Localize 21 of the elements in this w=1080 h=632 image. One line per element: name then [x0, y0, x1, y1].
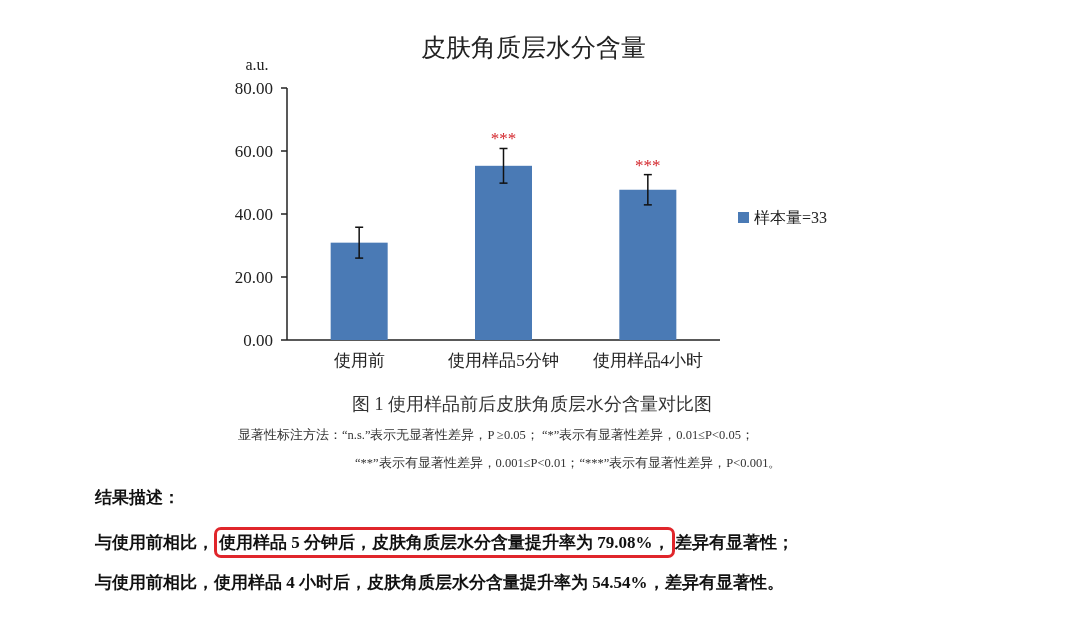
y-axis-title: a.u. [245, 56, 269, 73]
x-tick-label: 使用样品4小时 [592, 351, 704, 370]
text: “**”表示有显著性差异，0.001≤P<0.01；“***”表示有显著性差异，P<0.001。 [355, 456, 782, 470]
bar [330, 242, 388, 340]
bar [475, 165, 532, 340]
x-tick-label: 使用前 [333, 351, 385, 370]
annotation: *** [490, 128, 517, 148]
y-tick-label: 0.00 [243, 331, 273, 350]
text: 显著性标注方法：“n.s.”表示无显著性差异，P ≥0.05； “*”表示有显著性差异，0.01≤P<0.05； [238, 427, 754, 442]
text: 与使用前相比，使用样品 4 小时后，皮肤角质层水分含量提升率为 54.54%，差异有显著性。 [95, 572, 784, 594]
legend-label: 样本量=33 [754, 209, 828, 226]
y-tick-label: 60.00 [234, 142, 273, 161]
caption: 图 1 使用样品前后皮肤角质层水分含量对比图 [352, 394, 712, 414]
y-tick-label: 40.00 [234, 205, 273, 224]
chart-title: 皮肤角质层水分含量 [420, 34, 646, 61]
bar [619, 189, 677, 340]
y-tick-label: 20.00 [234, 268, 273, 287]
annotation: *** [635, 155, 661, 175]
y-tick-label: 80.00 [234, 79, 273, 98]
text: 结果描述： [94, 488, 180, 507]
x-tick-label: 使用样品5分钟 [448, 351, 559, 370]
